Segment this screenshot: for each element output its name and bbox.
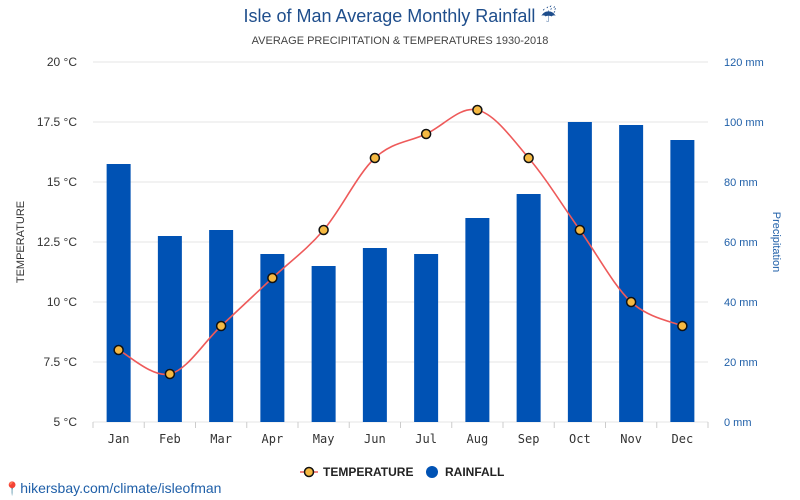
- legend-item-rainfall[interactable]: RAINFALL: [426, 465, 504, 479]
- x-tick-label: Sep: [518, 432, 540, 446]
- legend-temperature-marker-icon: [303, 466, 315, 478]
- right-axis-labels: 0 mm 20 mm 40 mm 60 mm 80 mm 100 mm 120 mm: [724, 57, 764, 429]
- rainfall-bar[interactable]: [465, 218, 490, 422]
- left-tick-label: 7.5 °C: [44, 355, 78, 369]
- legend-rainfall-dot-icon: [426, 466, 438, 478]
- left-axis-labels: 5 °C 7.5 °C 10 °C 12.5 °C 15 °C 17.5 °C 20 °C: [37, 55, 77, 429]
- temperature-point[interactable]: [318, 224, 329, 236]
- temperature-point[interactable]: [113, 344, 124, 356]
- left-tick-label: 5 °C: [54, 415, 78, 429]
- temperature-point[interactable]: [164, 368, 176, 380]
- temperature-point[interactable]: [472, 104, 483, 116]
- temperature-markers: [113, 104, 688, 380]
- left-tick-label: 10 °C: [47, 295, 77, 309]
- legend-item-temperature[interactable]: TEMPERATURE: [300, 465, 413, 479]
- chart-subtitle: AVERAGE PRECIPITATION & TEMPERATURES 193…: [251, 35, 549, 47]
- legend-rainfall-label: RAINFALL: [445, 465, 504, 479]
- left-tick-label: 20 °C: [47, 55, 77, 69]
- right-tick-label: 20 mm: [724, 357, 758, 369]
- rainfall-bar[interactable]: [157, 236, 182, 422]
- right-axis-title: Precipitation: [770, 212, 782, 273]
- temperature-point[interactable]: [574, 224, 586, 236]
- temperature-point[interactable]: [267, 272, 278, 284]
- x-tick-label: Nov: [620, 432, 642, 446]
- source-text: hikersbay.com/climate/isleofman: [20, 480, 222, 496]
- x-tick-label: Dec: [672, 432, 694, 446]
- temperature-point[interactable]: [215, 320, 227, 332]
- x-tick-label: May: [313, 432, 335, 446]
- x-tick-label: Jul: [415, 432, 437, 446]
- x-tick-label: Jan: [108, 432, 130, 446]
- right-tick-label: 80 mm: [724, 177, 758, 189]
- right-tick-label: 100 mm: [724, 117, 764, 129]
- chart-title-text: Isle of Man Average Monthly Rainfall: [243, 6, 536, 26]
- left-axis-title: TEMPERATURE: [15, 201, 27, 283]
- right-tick-label: 60 mm: [724, 237, 758, 249]
- rainfall-bars: [106, 122, 695, 422]
- left-tick-label: 12.5 °C: [37, 235, 77, 249]
- x-tick-label: Feb: [159, 432, 181, 446]
- rainfall-bar[interactable]: [619, 125, 644, 422]
- legend: TEMPERATURE RAINFALL: [300, 465, 504, 479]
- rainfall-bar[interactable]: [414, 254, 439, 422]
- rainfall-bar[interactable]: [311, 266, 336, 422]
- temperature-point[interactable]: [677, 320, 688, 332]
- left-tick-label: 15 °C: [47, 175, 77, 189]
- legend-temperature-label: TEMPERATURE: [323, 465, 413, 479]
- x-tick-label: Aug: [467, 432, 489, 446]
- x-axis-labels: Jan Feb Mar Apr May Jun Jul Aug Sep Oct Nov Dec: [92, 422, 709, 446]
- temperature-point[interactable]: [420, 128, 432, 140]
- temperature-point[interactable]: [523, 152, 534, 164]
- rainfall-bar[interactable]: [516, 194, 541, 422]
- source-link[interactable]: 📍hikersbay.com/climate/isleofman: [4, 480, 221, 497]
- x-tick-label: Mar: [210, 432, 232, 446]
- x-tick-label: Jun: [364, 432, 386, 446]
- right-tick-label: 40 mm: [724, 297, 758, 309]
- right-tick-label: 120 mm: [724, 57, 764, 69]
- x-tick-label: Oct: [569, 432, 591, 446]
- grid-lines: [93, 61, 708, 423]
- right-tick-label: 0 mm: [724, 417, 752, 429]
- rainfall-bar[interactable]: [670, 140, 695, 422]
- location-pin-icon: 📍: [4, 481, 21, 496]
- umbrella-icon: ☔: [540, 6, 557, 26]
- chart-title: Isle of Man Average Monthly Rainfall ☔: [0, 6, 800, 27]
- temperature-point[interactable]: [369, 152, 381, 164]
- rainfall-bar[interactable]: [362, 248, 387, 422]
- rainfall-bar[interactable]: [567, 122, 592, 422]
- rainfall-bar[interactable]: [106, 164, 131, 422]
- x-tick-label: Apr: [262, 432, 284, 446]
- left-tick-label: 17.5 °C: [37, 115, 77, 129]
- temperature-point[interactable]: [625, 296, 637, 308]
